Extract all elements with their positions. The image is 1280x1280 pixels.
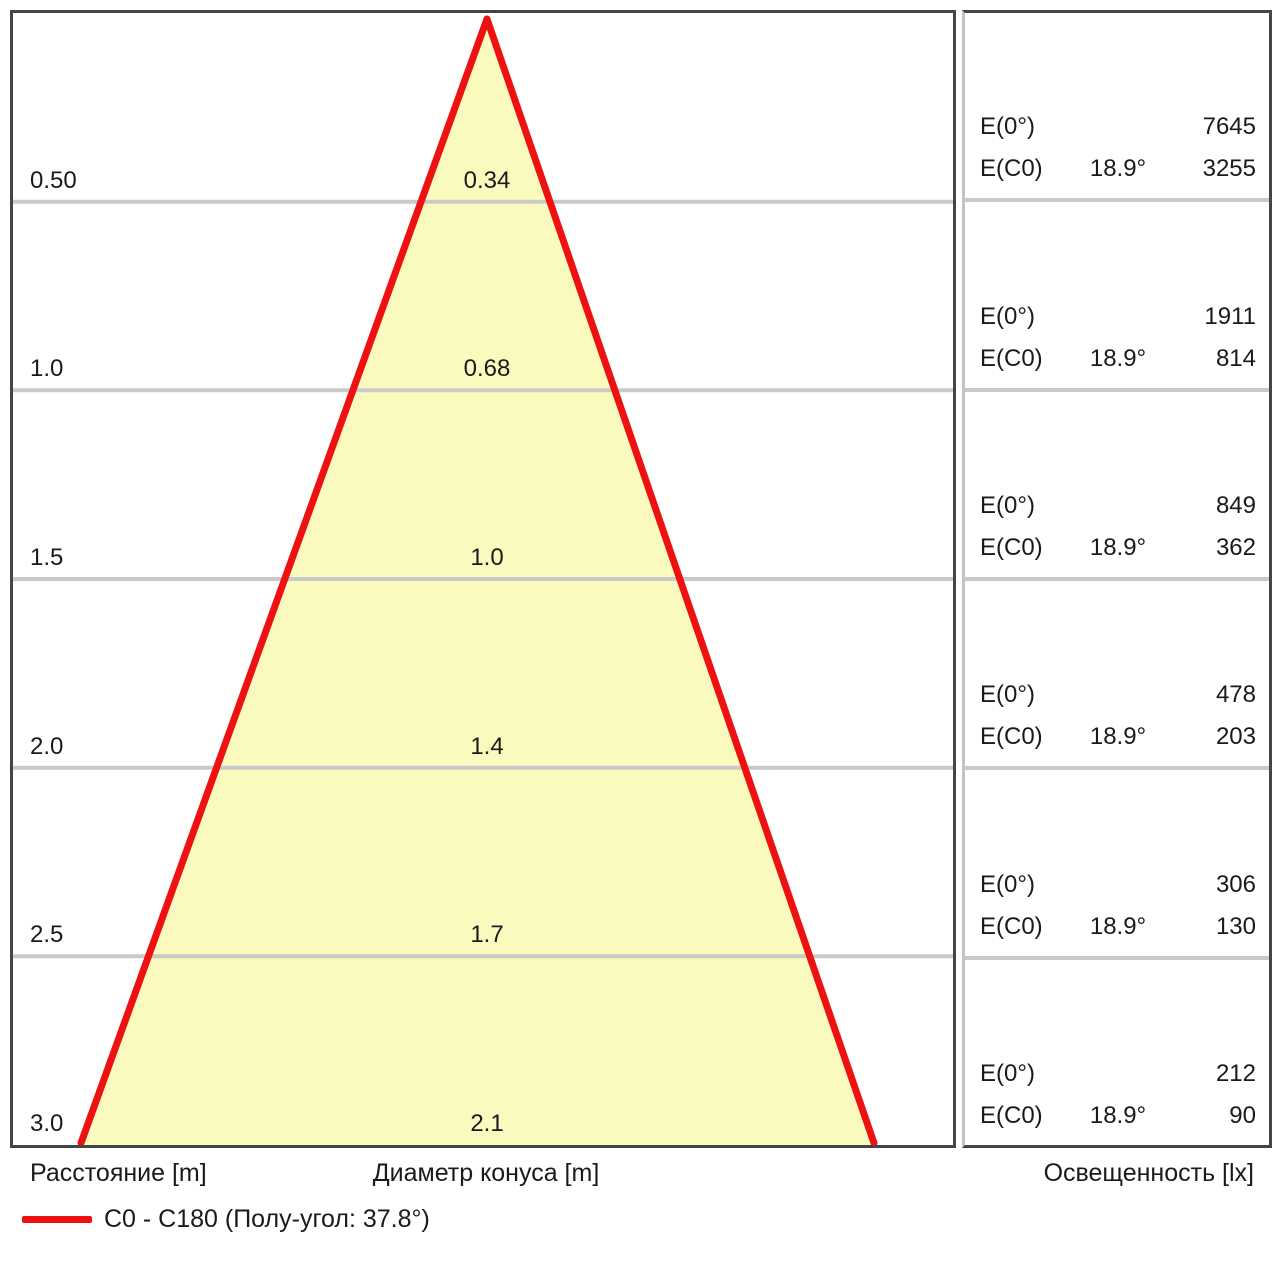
distance-axis-label: Расстояние [m] [30, 1159, 207, 1187]
illuminance-axis-label: Освещенность [lx] [1043, 1159, 1254, 1187]
ec0-label: E(C0) [980, 912, 1043, 940]
legend-label: C0 - C180 (Полу-угол: 37.8°) [104, 1205, 430, 1233]
distance-label: 2.0 [30, 733, 64, 760]
e0-label: E(0°) [980, 681, 1035, 709]
e0-value: 306 [1215, 870, 1256, 898]
illuminance-row: E(0°) 478 E(C0) 18.9° 203 [965, 581, 1269, 771]
e0-value: 849 [1215, 491, 1256, 519]
ec0-value: 3255 [1202, 155, 1256, 183]
e0-value: 1911 [1204, 302, 1256, 330]
e0-line: E(0°) 478 [980, 674, 1256, 716]
e0-line: E(0°) 212 [980, 1053, 1256, 1095]
ec0-line: E(C0) 18.9° 3255 [980, 148, 1256, 190]
diameter-axis-label: Диаметр конуса [m] [372, 1159, 600, 1187]
distance-label: 1.0 [30, 355, 64, 382]
ec0-value: 362 [1215, 533, 1256, 561]
ec0-line: E(C0) 18.9° 362 [980, 527, 1256, 569]
ec0-value: 90 [1229, 1101, 1256, 1129]
ec0-label: E(C0) [980, 155, 1043, 183]
light-cone-figure [13, 15, 953, 1145]
e0-label: E(0°) [980, 1059, 1035, 1087]
beam-half-angle: 18.9° [1089, 344, 1147, 372]
ec0-line: E(C0) 18.9° 814 [980, 338, 1256, 380]
ec0-line: E(C0) 18.9° 203 [980, 716, 1256, 758]
row-gridlines [13, 199, 953, 959]
beam-half-angle: 18.9° [1089, 723, 1147, 751]
cone-diameter-label: 1.0 [470, 544, 504, 571]
ec0-line: E(C0) 18.9° 130 [980, 906, 1256, 948]
beam-half-angle: 18.9° [1089, 912, 1147, 940]
e0-line: E(0°) 7645 [980, 106, 1256, 148]
ec0-label: E(C0) [980, 1101, 1043, 1129]
e0-line: E(0°) 849 [980, 485, 1256, 527]
beam-half-angle: 18.9° [1089, 155, 1147, 183]
illuminance-row: E(0°) 212 E(C0) 18.9° 90 [965, 960, 1269, 1145]
illuminance-row: E(0°) 306 E(C0) 18.9° 130 [965, 770, 1269, 960]
cone-diameter-label: 1.4 [470, 733, 504, 760]
illuminance-row: E(0°) 7645 E(C0) 18.9° 3255 [965, 13, 1269, 203]
illuminance-row: E(0°) 1911 E(C0) 18.9° 814 [965, 202, 1269, 392]
distance-label: 3.0 [30, 1110, 64, 1137]
distance-label: 0.50 [30, 167, 77, 194]
legend-line-swatch [22, 1215, 92, 1223]
ec0-label: E(C0) [980, 533, 1043, 561]
distance-label: 2.5 [30, 921, 64, 948]
cone-diameter-label: 1.7 [470, 921, 504, 948]
distance-label: 1.5 [30, 544, 64, 571]
ec0-label: E(C0) [980, 344, 1043, 372]
ec0-value: 814 [1215, 344, 1256, 372]
ec0-line: E(C0) 18.9° 90 [980, 1095, 1256, 1137]
ec0-value: 130 [1215, 912, 1256, 940]
beam-half-angle: 18.9° [1089, 1101, 1147, 1129]
ec0-value: 203 [1215, 723, 1256, 751]
cone-diameter-label: 2.1 [470, 1110, 504, 1137]
e0-line: E(0°) 306 [980, 864, 1256, 906]
e0-line: E(0°) 1911 [980, 296, 1256, 338]
e0-value: 478 [1215, 681, 1256, 709]
e0-label: E(0°) [980, 113, 1035, 141]
e0-label: E(0°) [980, 302, 1035, 330]
e0-label: E(0°) [980, 491, 1035, 519]
e0-value: 7645 [1202, 113, 1256, 141]
cone-panel: 0.50 0.34 1.0 0.68 1.5 1.0 2.0 1.4 2.5 1… [10, 10, 956, 1148]
e0-label: E(0°) [980, 870, 1035, 898]
illuminance-row: E(0°) 849 E(C0) 18.9° 362 [965, 392, 1269, 581]
cone-diameter-label: 0.34 [463, 167, 511, 194]
legend: C0 - C180 (Полу-угол: 37.8°) [22, 1202, 430, 1236]
beam-half-angle: 18.9° [1089, 533, 1147, 561]
ec0-label: E(C0) [980, 723, 1043, 751]
e0-value: 212 [1215, 1059, 1256, 1087]
cone-edge-lines [77, 15, 878, 1145]
cone-diameter-label: 0.68 [463, 355, 511, 382]
illuminance-panel: E(0°) 7645 E(C0) 18.9° 3255 E(0°) 1911 E… [962, 10, 1272, 1148]
